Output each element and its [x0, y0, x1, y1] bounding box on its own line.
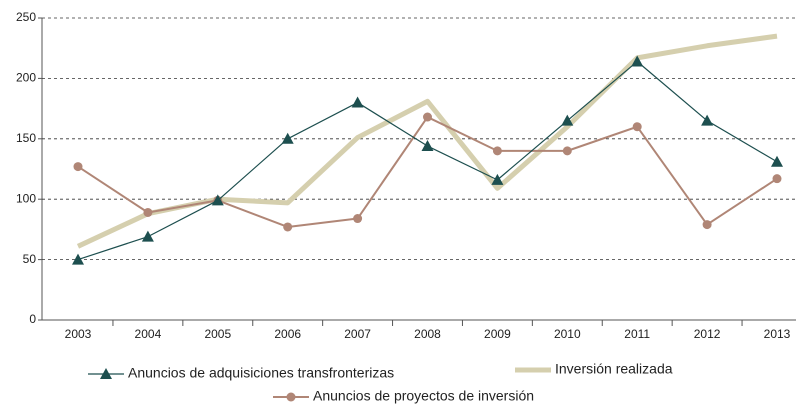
marker — [421, 140, 434, 152]
legend-label: Inversión realizada — [555, 361, 673, 377]
x-tick-label: 2004 — [135, 327, 162, 341]
legend-marker — [100, 368, 112, 379]
x-tick-label: 2013 — [764, 327, 791, 341]
marker — [283, 222, 293, 232]
marker — [211, 194, 224, 206]
x-tick-label: 2007 — [344, 327, 371, 341]
x-tick-label: 2006 — [274, 327, 301, 341]
x-tick-label: 2011 — [624, 327, 650, 341]
marker — [73, 162, 83, 172]
marker — [143, 207, 153, 217]
marker — [772, 174, 782, 184]
y-tick-label: 100 — [16, 191, 36, 205]
marker — [353, 214, 363, 224]
y-tick-label: 250 — [16, 10, 36, 24]
y-tick-label: 200 — [16, 71, 36, 85]
line — [77, 60, 778, 261]
marker — [492, 146, 502, 156]
x-tick-label: 2003 — [65, 327, 92, 341]
marker — [771, 155, 783, 167]
legend-marker — [286, 392, 296, 402]
marker — [561, 114, 574, 126]
y-tick-label: 0 — [29, 312, 36, 326]
line — [77, 116, 778, 228]
x-tick-label: 2005 — [204, 327, 231, 341]
x-tick-label: 2012 — [694, 327, 721, 341]
legend-label: Anuncios de proyectos de inversión — [313, 388, 534, 404]
marker — [562, 146, 572, 156]
marker — [351, 96, 364, 108]
x-tick-label: 2010 — [554, 327, 581, 341]
legend-label: Anuncios de adquisiciones transfronteriz… — [128, 365, 394, 381]
marker — [631, 55, 644, 67]
y-tick-label: 50 — [23, 252, 37, 266]
marker — [141, 230, 154, 242]
marker — [491, 173, 504, 185]
marker — [72, 253, 84, 265]
y-tick-label: 150 — [16, 131, 36, 145]
marker — [702, 220, 712, 230]
x-tick-label: 2008 — [414, 327, 441, 341]
marker — [281, 132, 294, 144]
marker — [423, 112, 432, 122]
marker — [632, 122, 642, 132]
x-tick-label: 2009 — [484, 327, 511, 341]
marker — [701, 114, 714, 126]
